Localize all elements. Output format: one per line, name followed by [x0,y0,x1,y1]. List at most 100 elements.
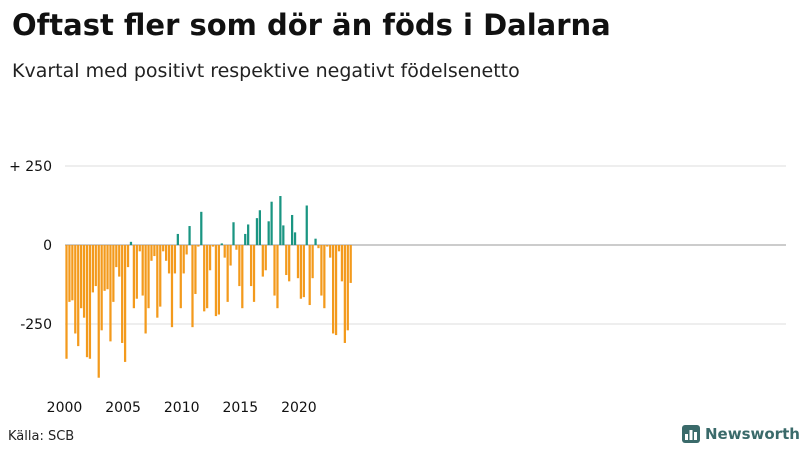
bar-negative [317,245,320,249]
bars-layer [65,196,352,378]
bar-negative [167,245,171,274]
bar-positive [255,218,259,245]
bar-negative [118,245,121,277]
bar-positive [293,232,297,245]
bar-negative [88,245,92,359]
bar-negative [203,245,206,312]
bar-negative [340,245,344,282]
bar-negative [296,245,300,279]
bar-negative [332,245,335,334]
bar-negative [71,245,74,301]
bar-negative [159,245,162,307]
brand-name: Newsworthy [705,425,800,443]
bar-negative [323,245,326,309]
bar-negative [285,245,288,276]
bar-positive [267,221,270,245]
bar-negative [109,245,112,342]
bar-positive [176,233,179,245]
bar-negative [241,245,244,309]
bar-negative [346,245,349,331]
bar-positive [129,241,133,245]
bar-negative [97,245,100,378]
axis-layer: + 250 0 -250 2000 2005 2010 2015 2020 [9,159,317,416]
x-tick-label: 2015 [222,400,258,416]
newsworthy-bar-chart-logo-icon [682,425,700,443]
bar-negative [261,245,264,277]
bar-negative [288,245,291,282]
bar-negative [299,245,303,299]
bar-negative [100,245,103,331]
y-tick-label: -250 [20,317,52,333]
bar-negative [191,245,194,328]
bar-negative [156,245,159,318]
bar-negative [229,245,232,266]
bar-negative [343,245,346,343]
bar-negative [302,245,305,298]
bar-negative [144,245,147,334]
bar-negative [138,245,141,252]
y-tick-label: 0 [43,238,52,254]
x-tick-label: 2005 [105,400,141,416]
bar-negative [162,245,165,252]
bar-negative [197,245,200,247]
bar-positive [247,224,250,245]
bar-negative [147,245,150,309]
bar-negative [249,245,253,287]
grid-layer [65,165,786,325]
bar-negative [94,245,97,287]
bar-negative [165,245,168,261]
source-note: Källa: SCB [8,429,75,444]
bar-negative [170,245,174,328]
bar-positive [258,210,261,245]
bar-negative [182,245,185,274]
bar-negative [334,245,338,336]
bar-positive [305,205,308,245]
bar-positive [188,226,191,245]
bar-negative [150,245,153,261]
bar-negative [91,245,94,293]
bar-positive [270,201,273,245]
chart-subtitle: Kvartal med positivt respektive negativt… [12,60,520,82]
bar-negative [121,245,124,343]
bar-positive [220,243,223,245]
bar-negative [68,245,71,302]
bar-negative [211,245,215,247]
bar-positive [244,233,247,245]
bar-negative [320,245,323,296]
bar-positive [282,225,285,245]
bar-positive [279,196,282,245]
bar-negative [273,245,276,296]
bar-negative [85,245,89,358]
bar-negative [329,245,332,258]
bar-positive [290,214,294,245]
bar-negative [115,245,118,268]
bar-negative [74,245,77,334]
bar-negative [77,245,80,347]
bar-negative [123,245,127,362]
bar-negative [179,245,182,309]
bar-negative [82,245,86,318]
bar-negative [252,245,256,302]
bar-positive [314,238,317,245]
bar-negative [217,245,220,315]
brand-logo: Newsworthy [682,425,800,443]
bar-negative [103,245,106,291]
bar-negative [132,245,136,309]
x-tick-label: 2010 [164,400,200,416]
bar-negative [112,245,115,302]
bar-negative [80,245,83,309]
bar-negative [264,245,267,271]
bar-negative [326,245,329,247]
bar-negative [65,245,68,359]
bar-negative [208,245,212,271]
y-tick-label: + 250 [9,159,52,175]
bar-negative [223,245,226,258]
bar-negative [238,245,241,287]
bar-positive [200,211,203,245]
bar-negative [308,245,311,306]
bar-negative [185,245,188,255]
bar-negative [194,245,197,294]
bar-negative [311,245,314,279]
bar-negative [214,245,218,317]
